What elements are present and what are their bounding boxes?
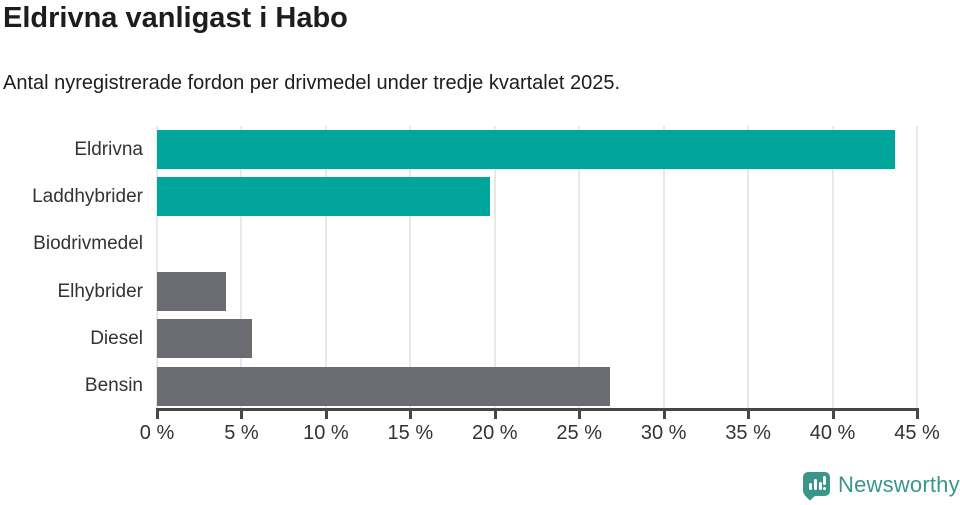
tick-mark-35 xyxy=(747,411,751,419)
category-label: Elhybrider xyxy=(57,280,143,302)
tick-label-0: 0 % xyxy=(139,422,175,444)
tick-label-10: 10 % xyxy=(303,422,349,444)
category-label: Biodrivmedel xyxy=(33,233,143,255)
speech-bubble-tail xyxy=(804,489,816,501)
tick-label-40: 40 % xyxy=(809,422,856,444)
tick-label-15: 15 % xyxy=(387,422,434,444)
bar-laddhybrider xyxy=(157,177,490,217)
bar-track xyxy=(157,173,917,220)
bar-track xyxy=(157,315,917,362)
logo-exclamation-bar xyxy=(823,476,826,485)
gridline-45 xyxy=(916,126,918,410)
gridline-10 xyxy=(324,126,327,410)
logo-bar-medium xyxy=(819,482,822,490)
bar-row: Elhybrider xyxy=(0,268,960,315)
bar-rows: Eldrivna Laddhybrider Biodrivmedel Elhybrid… xyxy=(0,126,960,410)
tick-label-35: 35 % xyxy=(725,422,771,444)
tick-mark-5 xyxy=(240,411,244,419)
tick-mark-20 xyxy=(493,411,497,419)
bar-diesel xyxy=(157,319,252,359)
category-label: Diesel xyxy=(90,327,143,349)
tick-label-45: 45 % xyxy=(894,422,940,444)
gridline-15 xyxy=(409,126,412,410)
bar-row: Laddhybrider xyxy=(0,173,960,220)
bar-track xyxy=(157,268,917,315)
tick-mark-15 xyxy=(409,411,413,419)
chart-title: Eldrivna vanligast i Habo xyxy=(3,2,348,34)
tick-mark-0 xyxy=(156,411,159,419)
category-label: Laddhybrider xyxy=(32,185,143,207)
newsworthy-logo-icon xyxy=(803,472,830,501)
bar-chart: Eldrivna Laddhybrider Biodrivmedel Elhybrid… xyxy=(0,126,960,443)
category-label: Bensin xyxy=(84,375,143,397)
brand-footer: Newsworthy xyxy=(0,468,960,505)
bar-row: Bensin xyxy=(0,363,960,410)
tick-mark-30 xyxy=(662,411,666,419)
tick-mark-10 xyxy=(324,411,328,419)
gridline-40 xyxy=(831,126,834,410)
gridline-0 xyxy=(156,126,158,410)
bar-elhybrider xyxy=(157,272,227,312)
logo-bar-tall xyxy=(814,479,817,490)
tick-mark-25 xyxy=(578,411,582,419)
gridline-35 xyxy=(747,126,750,410)
bar-row: Biodrivmedel xyxy=(0,221,960,268)
brand-name: Newsworthy xyxy=(838,472,960,497)
tick-mark-40 xyxy=(831,411,835,419)
gridline-30 xyxy=(662,126,665,410)
chart-subtitle: Antal nyregistrerade fordon per drivmede… xyxy=(3,72,621,94)
tick-label-5: 5 % xyxy=(224,422,259,444)
bar-track xyxy=(157,126,917,173)
bar-bensin xyxy=(157,366,610,406)
x-axis-line xyxy=(156,408,919,411)
gridlines xyxy=(156,126,918,410)
tick-label-30: 30 % xyxy=(640,422,687,444)
gridline-20 xyxy=(493,126,496,410)
bar-track xyxy=(157,363,917,410)
bar-row: Eldrivna xyxy=(0,126,960,173)
bar-row: Diesel xyxy=(0,315,960,362)
logo-bar-short xyxy=(809,483,812,490)
tick-mark-45 xyxy=(916,411,919,419)
gridline-25 xyxy=(578,126,581,410)
tick-label-20: 20 % xyxy=(471,422,518,444)
bar-eldrivna xyxy=(157,130,896,170)
gridline-5 xyxy=(240,126,243,410)
logo-exclamation-dot xyxy=(823,487,826,490)
bar-track xyxy=(157,221,917,268)
category-label: Eldrivna xyxy=(74,138,143,160)
tick-label-25: 25 % xyxy=(556,422,603,444)
